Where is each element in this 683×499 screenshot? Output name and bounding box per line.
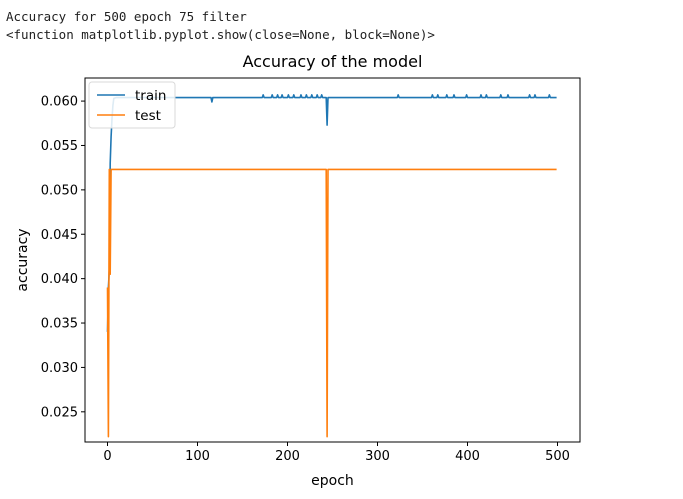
output-line-2: <function matplotlib.pyplot.show(close=N… (6, 27, 435, 42)
x-tick-label: 400 (455, 449, 480, 464)
y-axis-label: accuracy (15, 228, 31, 291)
y-tick-label: 0.030 (41, 361, 78, 376)
x-tick-label: 100 (185, 449, 210, 464)
axes-frame (84, 77, 581, 443)
y-tick-label: 0.050 (41, 183, 78, 198)
x-tick-label: 300 (365, 449, 390, 464)
x-tick-label: 200 (275, 449, 300, 464)
legend-label-train: train (135, 88, 166, 104)
y-tick-label: 0.025 (41, 405, 78, 420)
output-line-1: Accuracy for 500 epoch 75 filter (6, 9, 247, 24)
x-tick-label: 500 (545, 449, 570, 464)
plot-lines (106, 94, 557, 438)
x-axis-ticks: 0 100 200 300 400 500 (103, 442, 570, 464)
y-tick-label: 0.035 (41, 317, 78, 332)
legend: train test (88, 81, 176, 129)
y-tick-label: 0.040 (41, 272, 78, 287)
y-tick-label: 0.060 (41, 95, 78, 110)
y-axis-ticks: 0.025 0.030 0.035 0.040 0.045 0.050 0.055 0.060 (41, 95, 85, 420)
legend-box (88, 81, 176, 129)
series-line-train (106, 94, 557, 332)
chart-title: Accuracy of the model (243, 52, 423, 71)
x-tick-label: 0 (103, 449, 111, 464)
y-tick-label: 0.055 (41, 139, 78, 154)
series-line-test (106, 168, 557, 438)
x-axis-label: epoch (311, 473, 354, 489)
legend-label-test: test (135, 108, 161, 124)
y-tick-label: 0.045 (41, 228, 78, 243)
